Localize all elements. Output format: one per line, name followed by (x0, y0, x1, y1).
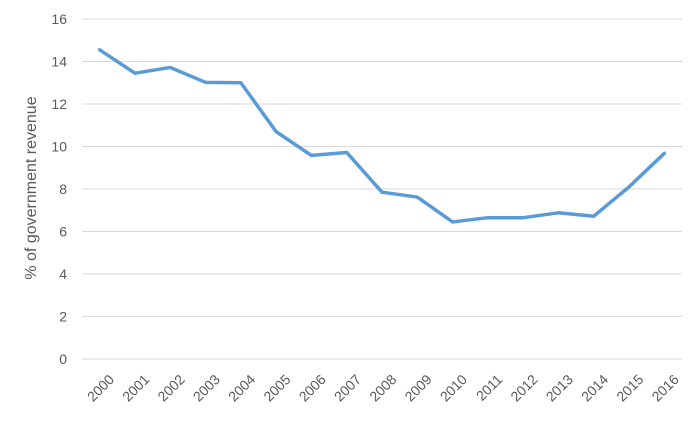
data-point (239, 81, 243, 85)
data-point (521, 216, 525, 220)
data-point (168, 65, 172, 70)
y-tick-label: 8 (59, 181, 67, 197)
x-tick-label: 2004 (225, 371, 258, 404)
series-line (97, 48, 667, 224)
data-point (274, 130, 278, 134)
y-tick-label: 14 (51, 54, 67, 70)
data-point (627, 185, 631, 189)
x-tick-label: 2002 (154, 371, 187, 404)
x-tick-label: 2007 (331, 371, 364, 404)
x-tick-label: 2006 (296, 371, 329, 404)
data-point (133, 71, 137, 75)
data-point (380, 190, 384, 194)
x-tick-label: 2014 (578, 371, 611, 404)
y-axis-ticks: 0 2 4 6 8 10 12 14 16 (51, 11, 67, 367)
x-tick-label: 2000 (84, 371, 117, 404)
x-tick-label: 2003 (190, 371, 223, 404)
x-tick-label: 2012 (507, 371, 540, 404)
data-point (450, 220, 455, 224)
y-tick-label: 16 (51, 11, 67, 27)
x-tick-label: 2016 (648, 371, 681, 404)
series-lines (97, 48, 667, 224)
data-point (98, 48, 102, 52)
x-tick-label: 2005 (260, 371, 293, 404)
x-tick-label: 2001 (119, 371, 152, 404)
y-tick-label: 2 (59, 309, 67, 325)
data-point (662, 151, 666, 155)
y-tick-label: 12 (51, 96, 67, 112)
x-tick-label: 2011 (473, 371, 506, 404)
y-tick-label: 6 (59, 224, 67, 240)
data-point (556, 211, 561, 215)
data-point (592, 214, 596, 218)
y-tick-label: 4 (59, 266, 67, 282)
x-tick-label: 2013 (543, 371, 576, 404)
x-tick-label: 2008 (366, 371, 399, 404)
data-point (486, 216, 490, 220)
y-axis-title: % of government revenue (23, 96, 40, 279)
y-tick-label: 10 (51, 139, 67, 155)
x-tick-label: 2015 (613, 371, 646, 404)
x-tick-label: 2009 (401, 371, 434, 404)
data-point (415, 195, 419, 199)
data-point (203, 80, 208, 84)
data-point (345, 150, 349, 155)
data-point (309, 153, 314, 158)
x-axis-ticks: 2000 2001 2002 2003 2004 2005 2006 2007 2008 2009… (84, 371, 682, 404)
gridlines (82, 18, 682, 360)
y-tick-label: 0 (59, 351, 67, 367)
x-tick-label: 2010 (437, 371, 470, 404)
